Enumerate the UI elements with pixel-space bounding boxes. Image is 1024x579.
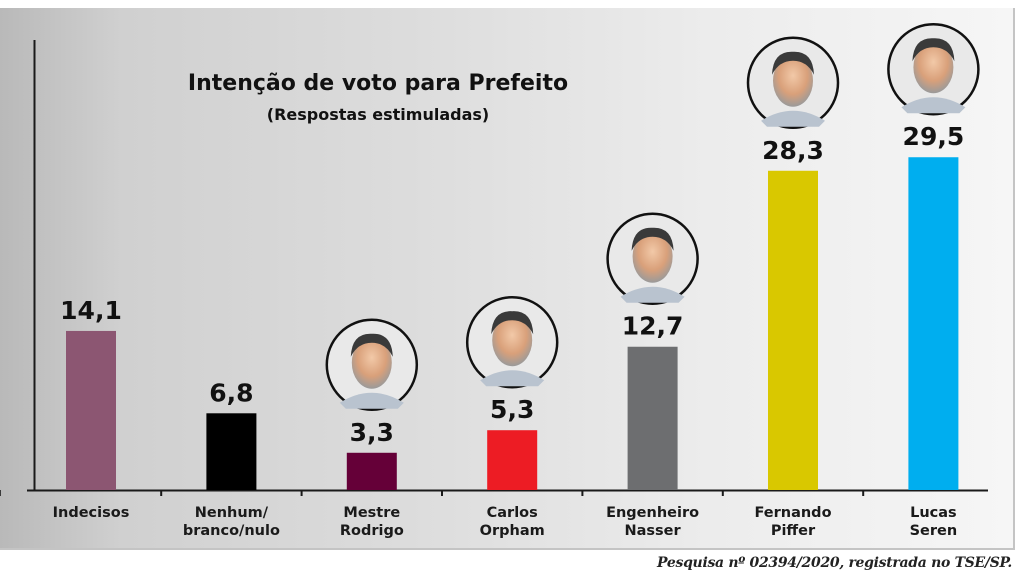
bar: [66, 330, 116, 490]
value-label: 28,3: [762, 136, 824, 165]
category-label: Fernando: [754, 505, 831, 521]
value-label: 29,5: [903, 122, 965, 151]
bar: [346, 452, 397, 490]
bar-group: 5,3 Carlos Orpham: [465, 295, 559, 539]
category-label: Piffer: [771, 523, 816, 539]
category-label: Carlos: [487, 505, 538, 521]
candidate-photo: [606, 212, 699, 305]
bar-group: 14,1 Indecisos: [53, 296, 130, 521]
candidate-photo: [887, 22, 980, 116]
category-label: Nasser: [625, 523, 682, 539]
category-label: Orpham: [480, 523, 545, 539]
bar: [908, 157, 959, 491]
chart-subtitle: (Respostas estimuladas): [267, 105, 489, 124]
candidate-photo: [746, 36, 840, 130]
category-label: Nenhum/: [195, 505, 269, 521]
value-label: 6,8: [209, 378, 253, 407]
candidate-photo: [325, 318, 419, 412]
bar-group: 3,3 Mestre Rodrigo: [325, 318, 419, 539]
bar-group: 6,8 Nenhum/branco/nulo: [183, 378, 280, 539]
bar-group: 29,5 Lucas Seren: [887, 22, 980, 539]
category-label: Engenheiro: [606, 505, 699, 521]
bar-chart: Intenção de voto para Prefeito (Resposta…: [0, 22, 988, 539]
bar-group: 12,7 Engenheiro Nasser: [606, 212, 699, 539]
candidate-photo: [465, 295, 559, 389]
bar-group: 28,3 Fernando Piffer: [746, 36, 840, 539]
category-label: Mestre: [343, 505, 400, 521]
bar: [206, 413, 257, 490]
chart-panel: Intenção de voto para Prefeito (Resposta…: [0, 8, 1015, 550]
value-label: 14,1: [60, 296, 122, 325]
value-label: 5,3: [490, 395, 534, 424]
category-label: Lucas: [910, 505, 957, 521]
bar: [487, 430, 538, 490]
category-label: Indecisos: [53, 505, 130, 521]
value-label: 12,7: [622, 312, 684, 341]
bar: [768, 170, 818, 490]
category-label: branco/nulo: [183, 523, 280, 539]
x-ticks: [0, 490, 865, 496]
bars: 14,1 Indecisos 6,8 Nenhum/branco/nulo 3,3 Mes…: [53, 22, 980, 539]
chart-title: Intenção de voto para Prefeito: [188, 71, 568, 96]
footnote: Pesquisa nº 02394/2020, registrada no TS…: [657, 555, 1012, 571]
category-label: Seren: [910, 523, 958, 539]
category-label: Rodrigo: [340, 523, 404, 539]
bar: [627, 346, 678, 490]
value-label: 3,3: [350, 418, 394, 447]
